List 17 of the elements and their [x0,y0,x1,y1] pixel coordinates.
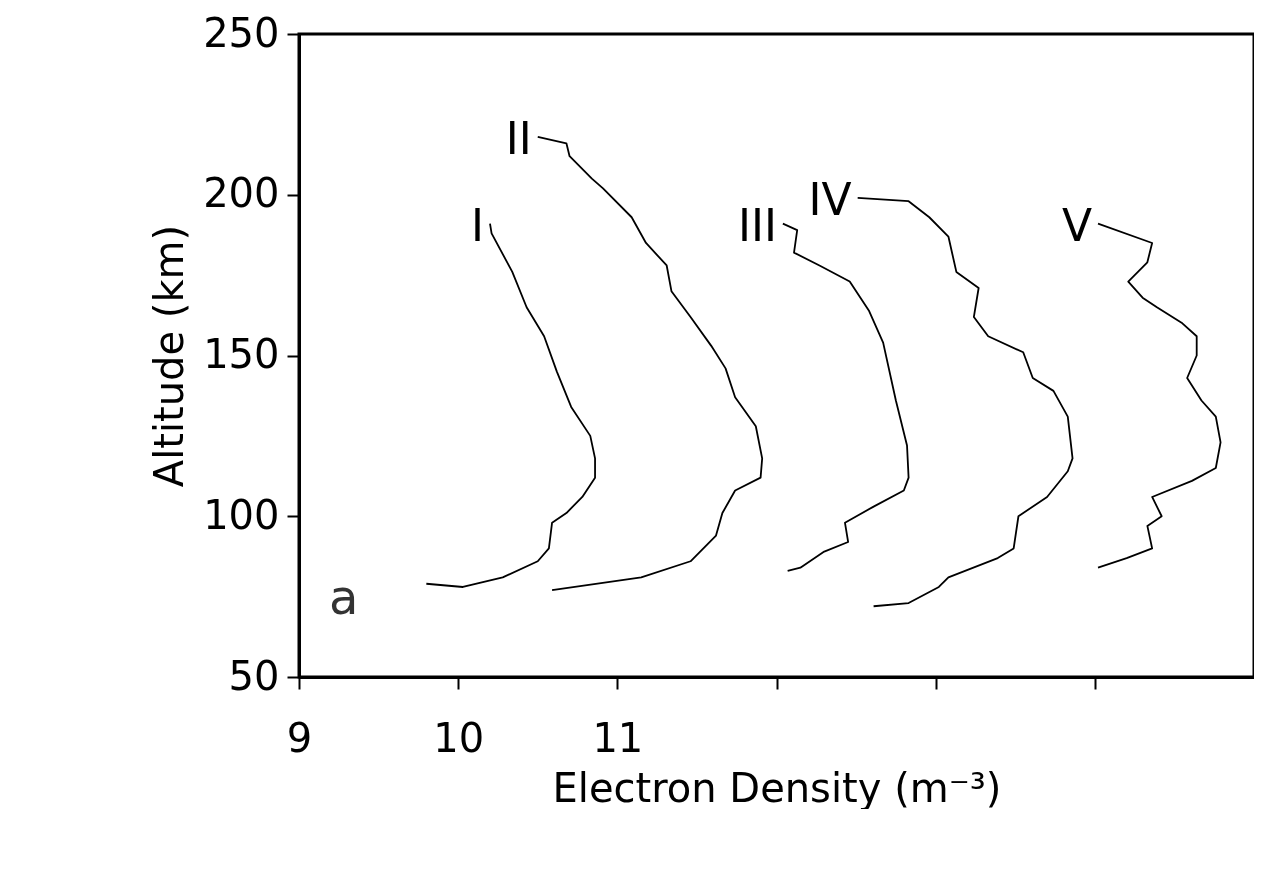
line-series [1097,222,1222,569]
series-label: I [471,199,484,251]
x-tick-label: 9 [286,714,313,761]
x-tick-label: 11 [592,714,644,761]
series-label: V [1061,199,1093,251]
x-tick-label: 10 [433,714,485,761]
y-axis-title: Altitude (km) [146,224,193,488]
y-tick-label: 150 [203,331,280,377]
series-label: III [737,199,777,251]
line-series [781,222,910,572]
y-tick-label: 100 [203,491,280,538]
series-label: IV [808,173,852,225]
y-tick-label: 50 [228,652,280,699]
series-label: II [505,112,532,164]
y-tick-label: 250 [203,9,280,56]
y-tick-label: 200 [203,170,280,217]
annotation: a [329,569,359,625]
